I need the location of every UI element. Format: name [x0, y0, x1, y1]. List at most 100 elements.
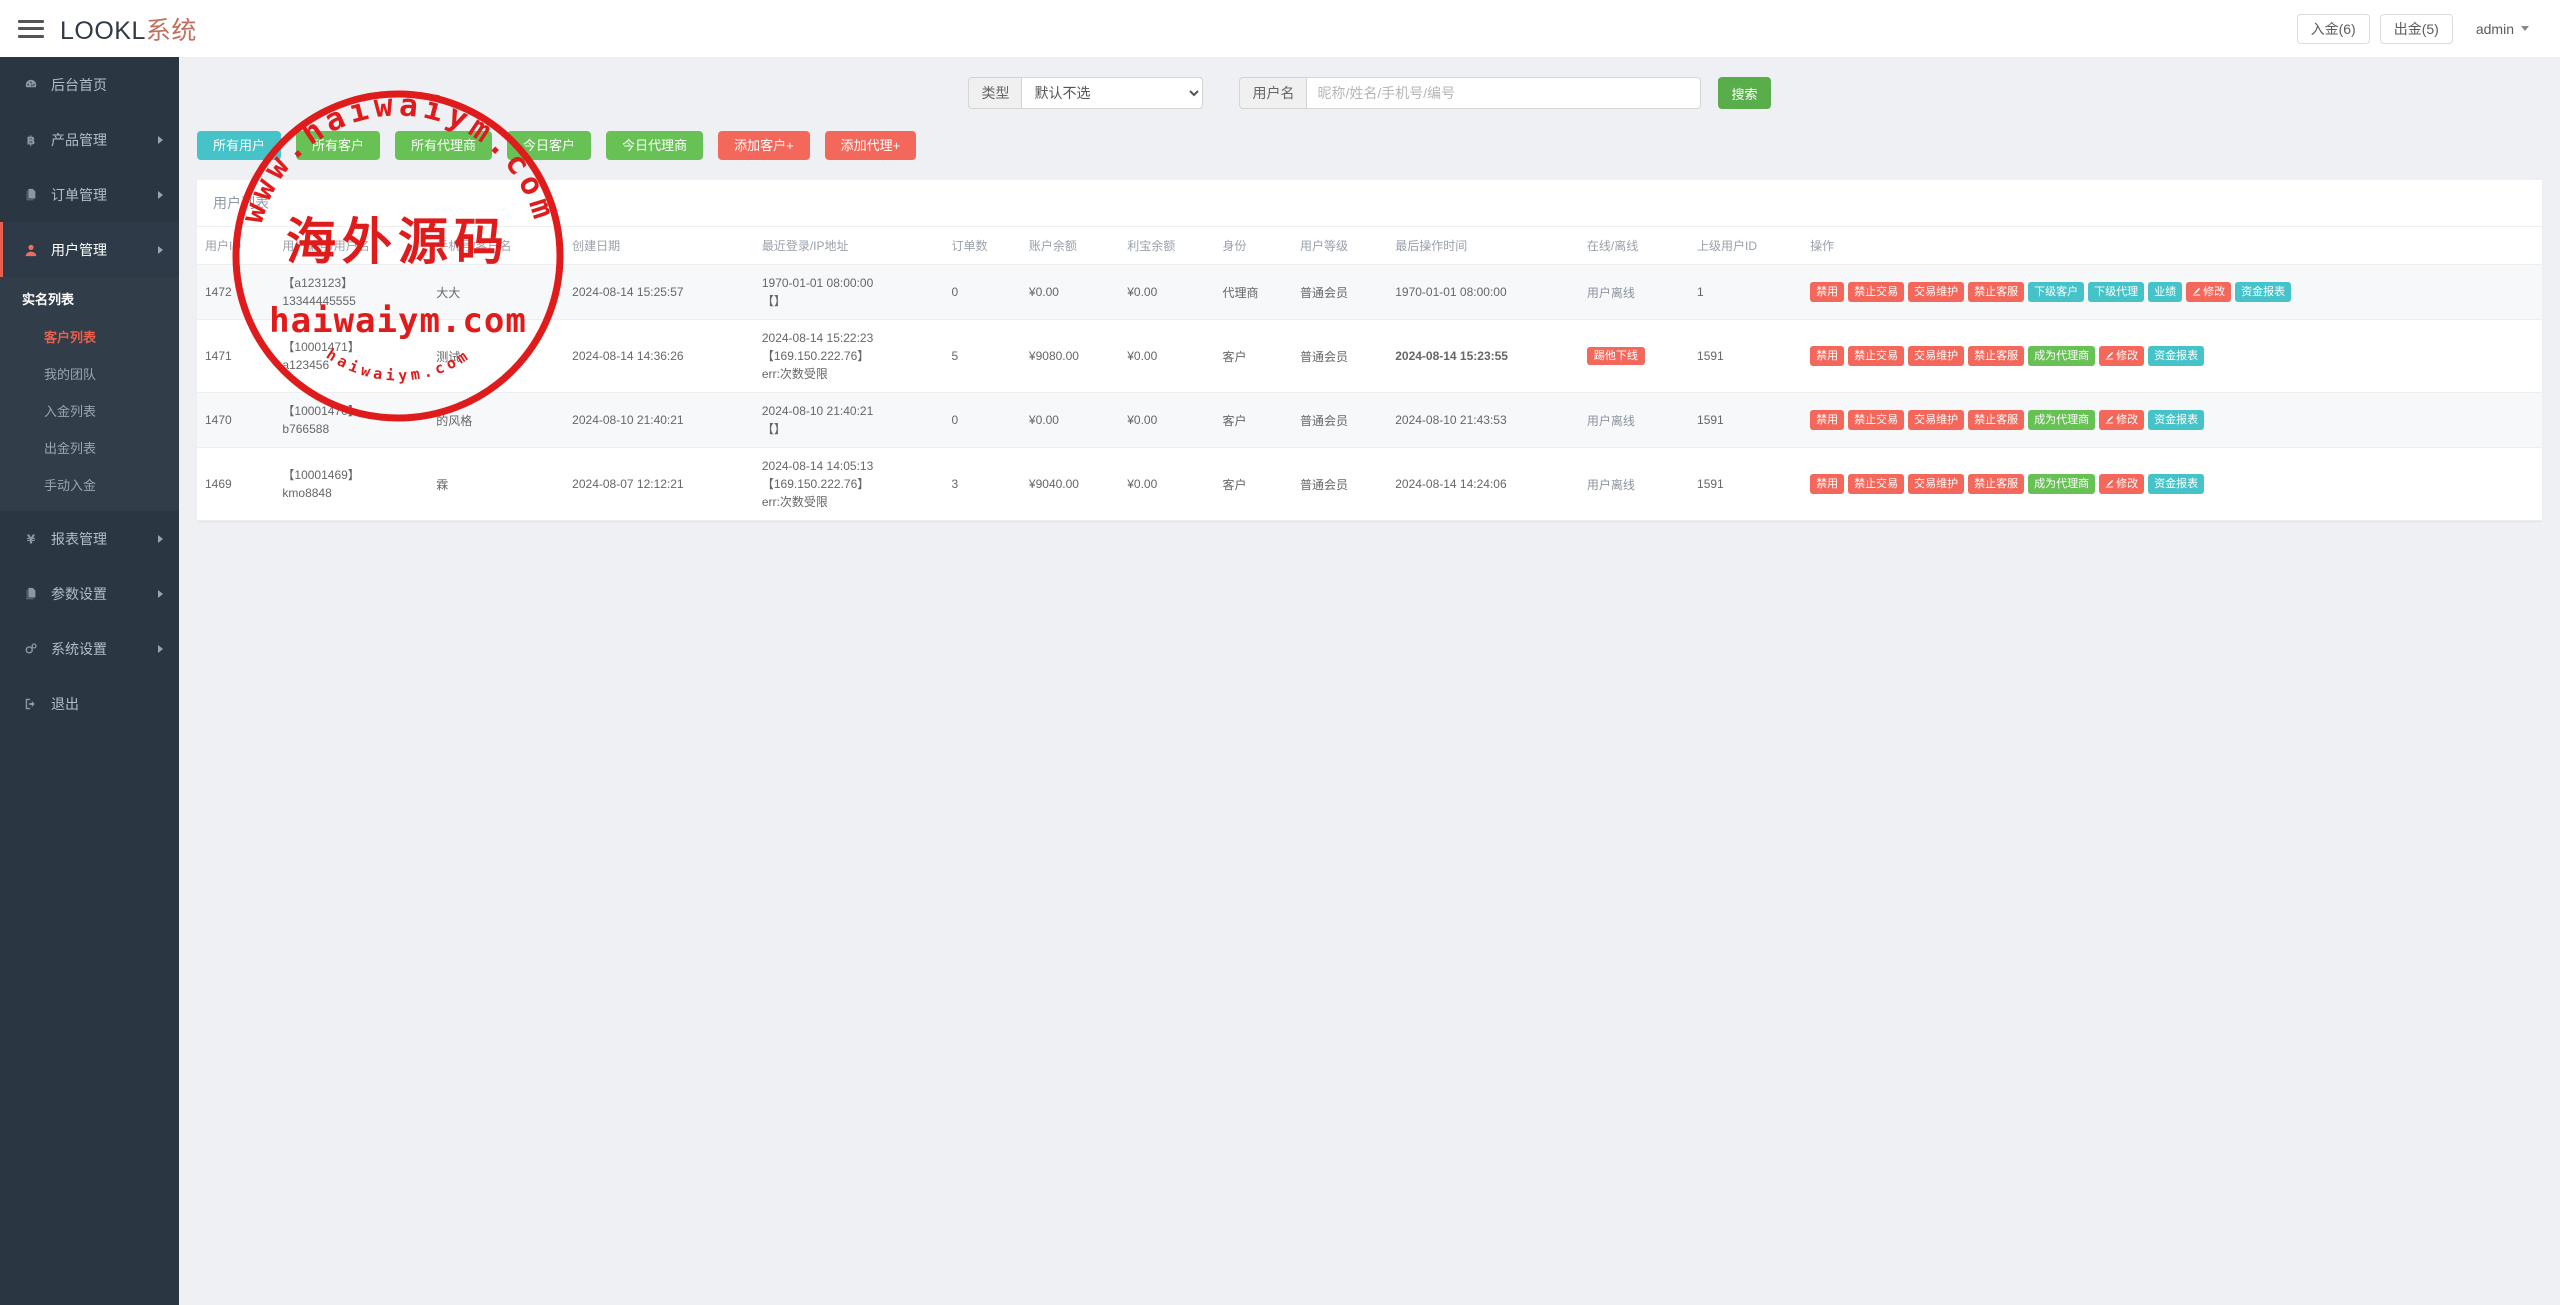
sidebar-item-用户管理[interactable]: 用户管理	[0, 222, 179, 277]
op-button-下级代理[interactable]: 下级代理	[2088, 281, 2145, 303]
filter-button-添加代理+[interactable]: 添加代理+	[824, 131, 917, 160]
admin-user-menu[interactable]: admin	[2463, 14, 2542, 44]
submenu-item-我的团队[interactable]: 我的团队	[44, 367, 97, 382]
sidebar-item-label: 后台首页	[51, 76, 107, 93]
cell-operations: 禁用 禁止交易 交易维护 禁止客服 成为代理商 修改 资金报表	[1802, 319, 2542, 393]
filter-button-所有代理商[interactable]: 所有代理商	[395, 131, 493, 160]
chevron-right-icon	[158, 534, 163, 543]
cell-last-operation-time: 1970-01-01 08:00:00	[1387, 264, 1579, 320]
chevron-right-icon	[158, 190, 163, 199]
table-row: 1469 【10001469】 kmo8848 霖 2024-08-07 12:12:2…	[197, 447, 2542, 521]
column-header-创建日期: 创建日期	[564, 227, 754, 265]
user-list-panel: 用户列表 用户ID 用户编号/用户名 手机号/客户名 创建日期 最近登录/IP地址 订单数…	[197, 180, 2542, 521]
cell-order-count: 0	[943, 392, 1021, 448]
chevron-right-icon	[158, 135, 163, 144]
op-button-禁用[interactable]: 禁用	[1810, 281, 1845, 303]
cell-user-code-name: 【10001470】 b766588	[274, 392, 429, 448]
cell-user-level: 普通会员	[1291, 264, 1388, 320]
hamburger-icon[interactable]	[18, 19, 44, 38]
submenu-item-入金列表[interactable]: 入金列表	[44, 404, 97, 419]
op-button-资金报表[interactable]: 资金报表	[2148, 409, 2205, 431]
sidebar-item-订单管理[interactable]: 订单管理	[0, 167, 179, 222]
row-action-buttons: 禁用 禁止交易 交易维护 禁止客服 成为代理商 修改 资金报表	[1810, 409, 2534, 431]
op-button-交易维护[interactable]: 交易维护	[1908, 409, 1965, 431]
op-button-禁止交易[interactable]: 禁止交易	[1848, 345, 1905, 367]
cell-user-code-name: 【a123123】 13344445555	[274, 264, 429, 320]
chevron-right-icon	[158, 589, 163, 598]
cell-account-balance: ¥0.00	[1020, 392, 1120, 448]
filter-button-所有客户[interactable]: 所有客户	[296, 131, 381, 160]
table-header-row: 用户ID 用户编号/用户名 手机号/客户名 创建日期 最近登录/IP地址 订单数 账户余额利…	[197, 227, 2542, 265]
cell-phone-name: 测试	[428, 319, 565, 393]
op-button-禁止客服[interactable]: 禁止客服	[1968, 473, 2025, 495]
filter-button-添加客户+[interactable]: 添加客户+	[718, 131, 810, 160]
cell-created-date: 2024-08-14 14:36:26	[564, 319, 754, 393]
cell-last-operation-time: 2024-08-14 15:23:55	[1387, 319, 1579, 393]
op-button-修改[interactable]: 修改	[2186, 281, 2232, 303]
sidebar-item-label: 产品管理	[51, 131, 107, 148]
op-button-资金报表[interactable]: 资金报表	[2235, 281, 2292, 303]
sidebar-item-产品管理[interactable]: ฿ 产品管理	[0, 112, 179, 167]
filter-button-今日代理商[interactable]: 今日代理商	[606, 131, 704, 160]
copy-icon	[22, 587, 40, 601]
submenu-item-客户列表[interactable]: 客户列表	[44, 330, 97, 345]
deposit-count-button[interactable]: 入金(6)	[2296, 13, 2370, 44]
cell-online-status: 用户离线	[1578, 447, 1690, 521]
username-search-input[interactable]	[1306, 77, 1702, 109]
op-button-业绩[interactable]: 业绩	[2148, 281, 2183, 303]
search-button[interactable]: 搜索	[1718, 77, 1771, 109]
op-button-修改[interactable]: 修改	[2099, 409, 2145, 431]
op-button-成为代理商[interactable]: 成为代理商	[2028, 409, 2096, 431]
op-button-禁止交易[interactable]: 禁止交易	[1848, 473, 1905, 495]
op-button-成为代理商[interactable]: 成为代理商	[2028, 345, 2096, 367]
sidebar-item-label: 用户管理	[51, 241, 107, 258]
cell-account-balance: ¥9040.00	[1020, 447, 1120, 521]
copy-icon	[22, 188, 40, 202]
cell-bonus-balance: ¥0.00	[1119, 392, 1215, 448]
op-button-禁用[interactable]: 禁用	[1810, 473, 1845, 495]
withdraw-count-button[interactable]: 出金(5)	[2379, 13, 2453, 44]
cell-created-date: 2024-08-10 21:40:21	[564, 392, 754, 448]
op-button-修改[interactable]: 修改	[2099, 473, 2145, 495]
op-button-下级客户[interactable]: 下级客户	[2028, 281, 2085, 303]
online-status-text: 用户离线	[1586, 413, 1635, 428]
table-row: 1472 【a123123】 13344445555 大大 2024-08-14 15:…	[197, 264, 2542, 320]
op-button-禁止交易[interactable]: 禁止交易	[1848, 281, 1905, 303]
op-button-资金报表[interactable]: 资金报表	[2148, 473, 2205, 495]
submenu-item-手动入金[interactable]: 手动入金	[44, 478, 97, 493]
cell-phone-name: 霖	[428, 447, 565, 521]
sidebar-item-报表管理[interactable]: ¥ 报表管理	[0, 511, 179, 566]
cell-created-date: 2024-08-14 15:25:57	[564, 264, 754, 320]
op-button-禁止客服[interactable]: 禁止客服	[1968, 345, 2025, 367]
op-button-成为代理商[interactable]: 成为代理商	[2028, 473, 2096, 495]
op-button-禁用[interactable]: 禁用	[1810, 409, 1845, 431]
op-button-修改[interactable]: 修改	[2099, 345, 2145, 367]
cell-phone-name: 大大	[428, 264, 565, 320]
cell-parent-user-id: 1591	[1689, 319, 1803, 393]
sidebar-item-后台首页[interactable]: 后台首页	[0, 57, 179, 112]
op-button-交易维护[interactable]: 交易维护	[1908, 345, 1965, 367]
op-button-禁止客服[interactable]: 禁止客服	[1968, 409, 2025, 431]
op-button-交易维护[interactable]: 交易维护	[1908, 473, 1965, 495]
op-button-禁止客服[interactable]: 禁止客服	[1968, 281, 2025, 303]
type-filter-select[interactable]: 默认不选	[1021, 77, 1204, 109]
user-table: 用户ID 用户编号/用户名 手机号/客户名 创建日期 最近登录/IP地址 订单数 账户余额利…	[197, 227, 2542, 521]
sidebar-item-系统设置[interactable]: 系统设置	[0, 621, 179, 676]
submenu-item-出金列表[interactable]: 出金列表	[44, 441, 97, 456]
sidebar-item-参数设置[interactable]: 参数设置	[0, 566, 179, 621]
filter-button-所有用户[interactable]: 所有用户	[197, 131, 282, 160]
filter-button-今日客户[interactable]: 今日客户	[507, 131, 592, 160]
cell-online-status: 用户离线	[1578, 264, 1690, 320]
cell-user-code-name: 【10001471】 a123456	[274, 319, 429, 393]
cell-parent-user-id: 1591	[1689, 447, 1803, 521]
sidebar-item-退出[interactable]: 退出	[0, 676, 179, 731]
op-button-禁用[interactable]: 禁用	[1810, 345, 1845, 367]
cell-order-count: 0	[943, 264, 1021, 320]
op-button-资金报表[interactable]: 资金报表	[2148, 345, 2205, 367]
op-button-交易维护[interactable]: 交易维护	[1908, 281, 1965, 303]
row-action-buttons: 禁用 禁止交易 交易维护 禁止客服 成为代理商 修改 资金报表	[1810, 345, 2534, 367]
kick-offline-badge[interactable]: 踢他下线	[1586, 346, 1645, 366]
column-header-最后操作时间: 最后操作时间	[1387, 227, 1579, 265]
op-button-禁止交易[interactable]: 禁止交易	[1848, 409, 1905, 431]
cell-identity: 客户	[1214, 392, 1292, 448]
